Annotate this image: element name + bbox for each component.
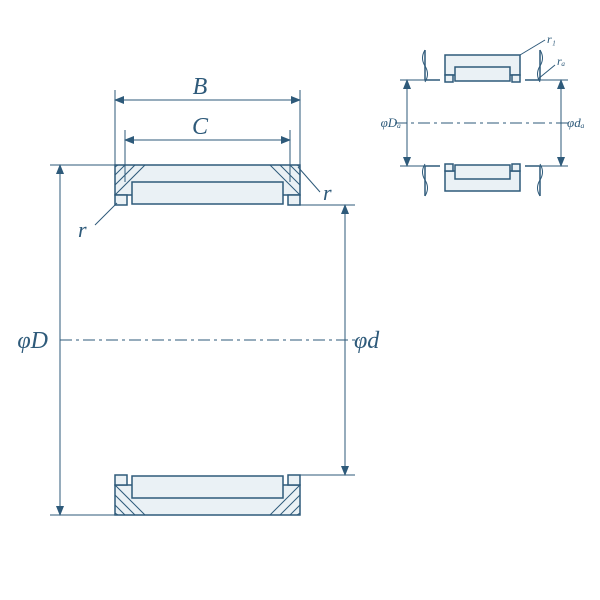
inset-phiDa-label: φDₐ <box>381 115 402 130</box>
inset-figure: φDₐ φdₐ r₁ rₐ <box>381 32 585 196</box>
dim-B-label: B <box>193 74 208 100</box>
bearing-diagram: B C φD φd r r <box>0 0 600 600</box>
dim-C-label: C <box>192 114 209 140</box>
r-top-label: r <box>323 180 332 205</box>
r-left-leader <box>95 203 117 225</box>
dim-phiD-label: φD <box>17 328 48 354</box>
inset-ra-label: rₐ <box>557 54 566 68</box>
lower-ring <box>115 475 300 515</box>
r-top-leader <box>298 167 320 192</box>
inset-r1-label: r₁ <box>547 32 556 46</box>
r-left-label: r <box>78 217 87 242</box>
dim-phid-label: φd <box>354 328 380 354</box>
upper-ring <box>115 165 300 205</box>
main-figure: B C φD φd r r <box>17 74 380 515</box>
inset-phida-label: φdₐ <box>567 115 585 130</box>
